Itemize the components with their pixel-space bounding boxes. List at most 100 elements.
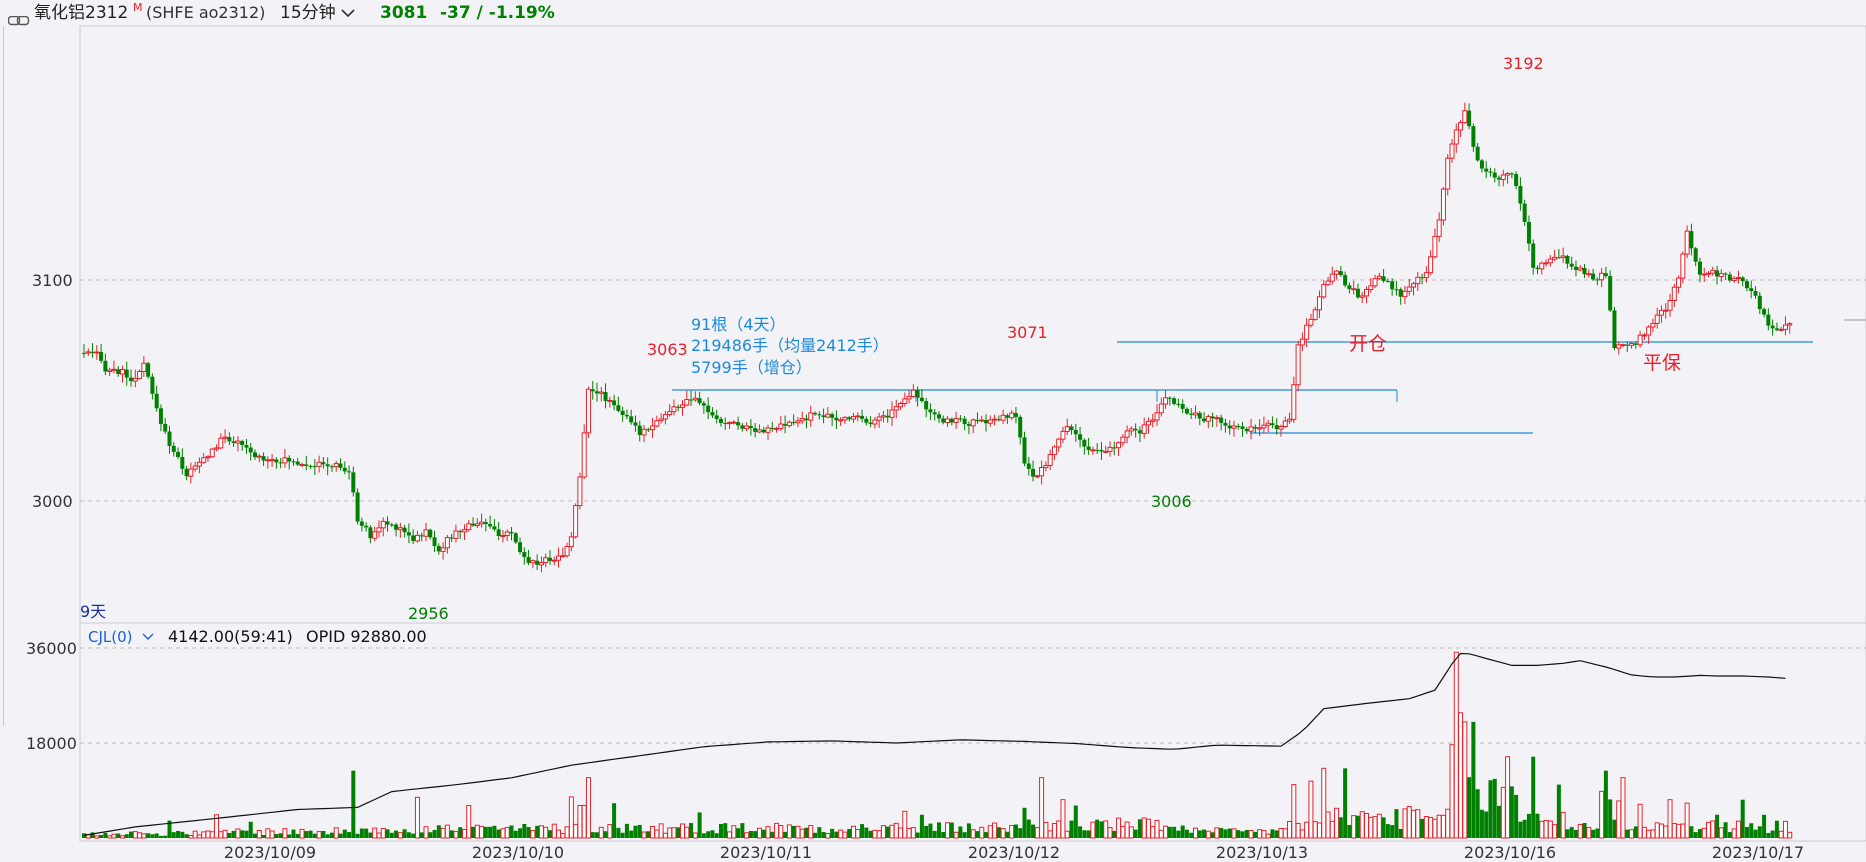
candle-body — [1261, 424, 1267, 429]
candle-body — [868, 422, 873, 424]
volume-bar — [928, 823, 933, 838]
candle-body — [107, 369, 113, 372]
candle-body — [1778, 328, 1784, 331]
volume-bar — [1368, 816, 1374, 839]
candle-body — [1518, 186, 1523, 204]
candle-body — [825, 413, 831, 418]
annot-low-2956: 2956 — [408, 604, 449, 623]
indicator-name[interactable]: CJL(0) — [88, 628, 133, 646]
volume-bar — [103, 832, 108, 838]
volume-bar — [1060, 799, 1066, 839]
volume-bar — [1390, 825, 1395, 838]
instrument-name[interactable]: 氧化铝2312 — [34, 3, 129, 23]
volume-bar — [654, 829, 660, 839]
candle-body — [248, 447, 253, 453]
candle-body — [253, 452, 257, 458]
price-tick-label: 3000 — [32, 492, 73, 511]
candle-body — [813, 412, 818, 415]
candle-body — [1364, 289, 1369, 297]
volume-bar — [150, 834, 155, 838]
volume-bar — [753, 831, 758, 838]
volume-bar — [1223, 829, 1228, 838]
indicator-opid-value: OPID 92880.00 — [306, 627, 427, 646]
volume-bar — [795, 825, 801, 839]
volume-bar — [1308, 780, 1314, 839]
volume-bar — [953, 831, 959, 839]
candle-body — [1753, 291, 1758, 296]
volume-bar — [778, 825, 784, 839]
candle-body — [970, 419, 976, 427]
candle-body — [1056, 438, 1062, 448]
annot-open-position: 开仓 — [1349, 333, 1387, 355]
candle-body — [1402, 290, 1408, 298]
volume-bar — [261, 834, 266, 838]
volume-bar — [1420, 818, 1425, 838]
candle-body — [154, 393, 159, 409]
period-selector[interactable]: 15分钟 — [280, 0, 355, 26]
volume-bar — [825, 833, 831, 839]
indicator-chevron-icon[interactable] — [142, 633, 154, 640]
candle-body — [432, 537, 437, 547]
candle-body — [1394, 289, 1399, 291]
volume-bar — [1689, 826, 1694, 838]
candle-body — [595, 391, 599, 394]
volume-bar — [496, 829, 501, 838]
volume-bar — [205, 830, 211, 839]
volume-bar — [1406, 806, 1412, 839]
candle-body — [1295, 344, 1301, 386]
volume-bar — [440, 827, 446, 839]
candle-body — [748, 426, 753, 429]
candle-body — [372, 531, 378, 539]
candle-body — [1398, 289, 1403, 297]
volume-bar — [479, 825, 485, 839]
volume-bar — [1039, 777, 1045, 839]
volume-bar — [1778, 830, 1784, 839]
candle-body — [209, 448, 215, 458]
volume-bar — [1586, 826, 1592, 839]
volume-bar — [1022, 807, 1027, 838]
opid-layer — [83, 652, 1786, 836]
volume-bar — [1723, 822, 1728, 838]
candle-body — [347, 471, 352, 473]
candle-body — [893, 406, 899, 411]
volume-bar — [860, 824, 865, 838]
volume-bar — [692, 832, 698, 839]
volume-bar — [864, 827, 869, 838]
volume-bar — [180, 831, 185, 838]
candle-body — [1735, 276, 1741, 279]
volume-bar — [312, 833, 317, 838]
candle-body — [1282, 420, 1288, 428]
candle-body — [1547, 258, 1553, 264]
volume-bar — [295, 834, 300, 838]
candle-body — [1497, 177, 1502, 180]
candle-body — [274, 459, 279, 463]
candle-body — [1423, 272, 1429, 279]
volume-bar — [1351, 815, 1357, 839]
volume-bar — [799, 828, 805, 839]
volume-bar — [547, 830, 552, 838]
volume-bar — [676, 827, 681, 838]
volume-bar — [1710, 820, 1716, 839]
volume-bar — [1479, 809, 1484, 838]
annot-low-3006: 3006 — [1151, 492, 1192, 511]
candle-body — [590, 389, 595, 392]
candle-body — [889, 409, 895, 418]
candle-body — [1223, 422, 1228, 426]
volume-bar — [1582, 823, 1587, 838]
volume-bar — [1488, 780, 1493, 838]
candle-body — [919, 397, 924, 402]
volume-bar — [783, 831, 788, 838]
volume-bar — [1462, 721, 1468, 839]
volume-bar — [629, 830, 634, 838]
volume-bar — [1727, 832, 1732, 838]
candle-body — [1505, 172, 1511, 176]
volume-bar — [633, 825, 638, 838]
candle-body — [689, 399, 694, 401]
candle-body — [1633, 343, 1638, 345]
volume-bar — [595, 832, 599, 838]
volume-bar — [924, 825, 929, 838]
volume-bar — [423, 826, 429, 839]
link-icon[interactable] — [7, 8, 30, 34]
candle-body — [1009, 412, 1015, 419]
volume-bar — [347, 832, 352, 838]
